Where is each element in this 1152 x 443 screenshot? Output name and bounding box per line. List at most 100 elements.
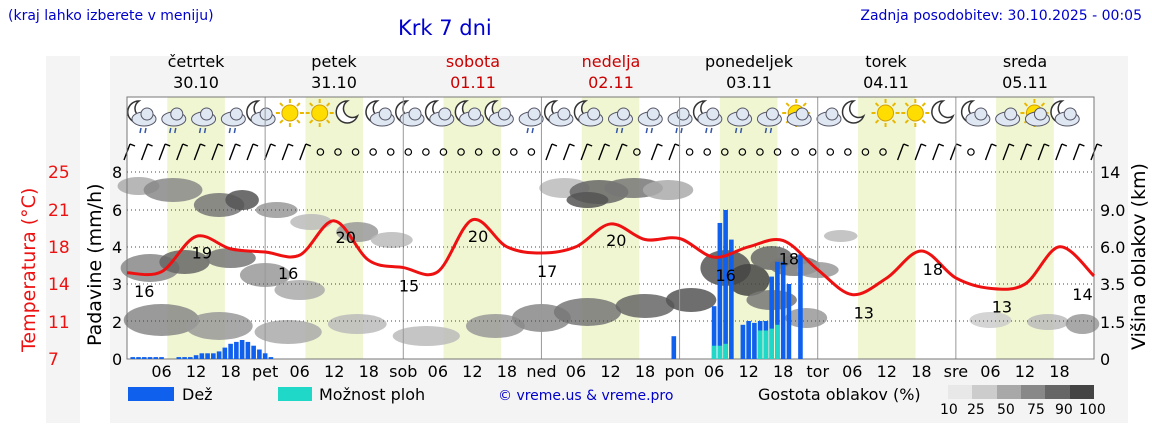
wind-feather xyxy=(920,143,927,147)
hour-tick-label: 12 xyxy=(462,362,482,381)
plot-frame xyxy=(126,96,1095,360)
day-name: sreda xyxy=(1002,52,1048,71)
temperature-value-label: 14 xyxy=(1072,285,1092,304)
sun-ray xyxy=(891,102,897,107)
density-level: 10 xyxy=(940,402,958,418)
wind-staff xyxy=(984,143,993,161)
cloud-density-patch xyxy=(225,190,259,210)
temperature-value-label: 16 xyxy=(134,282,154,301)
hour-tick-label: 18 xyxy=(220,362,240,381)
moon-cloud-rain-icon xyxy=(692,100,723,134)
wind-staff xyxy=(896,143,905,161)
cloud-tick: 3.5 xyxy=(1100,275,1126,294)
shower-bar xyxy=(711,345,717,359)
cloud-tick: 1.5 xyxy=(1100,313,1126,332)
wind-feather xyxy=(217,143,224,147)
last-update: Zadnja posodobitev: 30.10.2025 - 00:05 xyxy=(860,8,1142,24)
rain-bar xyxy=(199,353,205,359)
temperature-value-label: 16 xyxy=(278,264,298,283)
sun-ray xyxy=(785,102,790,107)
cloud-tick: 9.0 xyxy=(1100,201,1126,220)
wind-staff xyxy=(650,143,659,161)
wind-feather xyxy=(956,143,962,147)
day-name: sobota xyxy=(445,52,501,71)
sun-ray xyxy=(296,119,301,124)
temperature-value-label: 18 xyxy=(923,260,943,279)
cloud-density-patch xyxy=(823,230,858,242)
day-name: torek xyxy=(865,52,907,71)
wind-feather xyxy=(129,143,136,147)
hour-tick-label: 18 xyxy=(635,362,655,381)
sun-ray xyxy=(904,102,909,107)
wind-feather xyxy=(1096,143,1103,147)
cloud-puff xyxy=(765,107,779,121)
wind-calm-marker xyxy=(756,148,764,156)
wind-feather xyxy=(657,143,663,147)
hour-tick-label: 12 xyxy=(1015,362,1035,381)
wind-staff xyxy=(228,143,237,161)
sun-icon xyxy=(901,99,930,127)
cloud-density-patch xyxy=(123,304,200,336)
cloud-density-patch xyxy=(392,326,460,346)
wind-feather xyxy=(235,143,241,147)
hour-tick-label: 06 xyxy=(842,362,862,381)
sun-disc xyxy=(281,104,299,122)
cloud-density-patch xyxy=(727,264,770,296)
rain-bar xyxy=(147,357,153,359)
cloud-rain-icon xyxy=(518,107,544,134)
wind-feather xyxy=(938,143,945,147)
wind-feather xyxy=(622,143,628,147)
cloud-icon xyxy=(995,107,1021,127)
cloud-density-scale xyxy=(948,385,1094,399)
shower-bar xyxy=(769,328,774,359)
rain-drop xyxy=(645,127,649,134)
wind-barb xyxy=(263,143,276,161)
density-swatch xyxy=(948,385,973,399)
precip-tick: 3 xyxy=(112,275,123,294)
density-swatch xyxy=(972,385,997,399)
rain-bar xyxy=(262,353,268,359)
wind-feather xyxy=(147,143,153,147)
wind-staff xyxy=(299,143,307,161)
wind-barb xyxy=(914,143,927,161)
wind-feather xyxy=(903,143,909,147)
moon-cloud-icon xyxy=(424,100,455,127)
wind-feather xyxy=(1061,143,1068,147)
cloud-puff xyxy=(497,107,511,121)
sun-ray xyxy=(309,119,314,124)
wind-calm-marker xyxy=(738,148,747,156)
rain-drop xyxy=(615,127,619,134)
temp-tick: 11 xyxy=(48,313,70,333)
sun-icon xyxy=(871,99,900,127)
rain-bar xyxy=(141,357,147,359)
hour-tick-label: 06 xyxy=(566,362,586,381)
wind-barb xyxy=(281,143,294,161)
cloud-puff xyxy=(825,107,839,121)
cloud-rain-icon xyxy=(608,107,633,134)
wind-barb xyxy=(1037,143,1050,161)
wind-barb xyxy=(598,143,610,161)
rain-bar xyxy=(251,345,256,359)
credit-link[interactable]: © vreme.us & vreme.pro xyxy=(498,388,674,404)
wind-calm-marker xyxy=(404,148,413,156)
cloud-puff xyxy=(438,107,452,121)
wind-calm-marker xyxy=(316,148,325,156)
region-hint[interactable]: (kraj lahko izberete v meniju) xyxy=(8,8,214,24)
day-abbr-label: tor xyxy=(806,362,829,381)
day-abbr-label: pon xyxy=(665,362,695,381)
temp-tick: 7 xyxy=(48,350,59,370)
temperature-line xyxy=(126,218,1096,297)
hour-tick-label: 06 xyxy=(151,362,171,381)
wind-calm-marker xyxy=(422,148,430,156)
wind-staff xyxy=(1055,143,1063,161)
cloud-density-patch xyxy=(615,294,675,318)
wind-staff xyxy=(949,143,958,161)
cloud-tick: 0 xyxy=(1100,350,1111,369)
hour-tick-label: 06 xyxy=(980,362,1000,381)
rain-drop xyxy=(675,127,678,134)
moon-icon xyxy=(841,100,866,124)
rain-bar xyxy=(717,222,723,359)
wind-barb xyxy=(176,143,189,161)
wind-feather xyxy=(200,143,206,147)
wind-staff xyxy=(281,143,289,161)
